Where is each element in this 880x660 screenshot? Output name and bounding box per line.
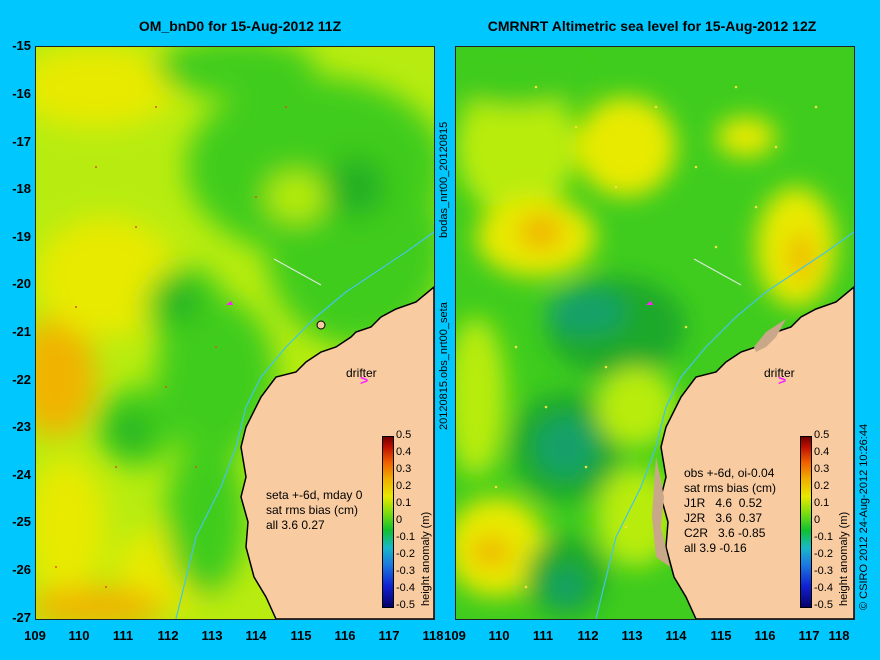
lon-tick: 113 bbox=[201, 628, 223, 643]
lon-tick: 112 bbox=[157, 628, 179, 643]
colorbar-tick: 0.4 bbox=[814, 446, 830, 458]
colorbar-tick: -0.4 bbox=[814, 582, 833, 594]
lon-tick: 110 bbox=[68, 628, 90, 643]
lon-tick: 109 bbox=[24, 628, 46, 643]
lon-tick: 117 bbox=[798, 628, 820, 643]
lat-tick: -19 bbox=[12, 229, 31, 244]
lat-tick: -21 bbox=[12, 324, 31, 339]
lat-tick: -16 bbox=[12, 86, 31, 101]
copyright-label: © CSIRO 2012 24-Aug-2012 10:26:44 bbox=[858, 423, 870, 610]
lon-tick: 118 bbox=[422, 628, 444, 643]
lon-tick: 114 bbox=[665, 628, 687, 643]
lat-tick: -22 bbox=[12, 372, 31, 387]
colorbar-tick: -0.4 bbox=[396, 582, 415, 594]
right-map-panel bbox=[455, 46, 855, 620]
colorbar-tick: -0.1 bbox=[396, 531, 415, 543]
lon-tick: 110 bbox=[488, 628, 510, 643]
drifter-label-left: drifter bbox=[346, 366, 377, 380]
drifter-marker-left: > bbox=[360, 372, 369, 388]
colorbar-tick: -0.3 bbox=[396, 565, 415, 577]
lat-tick: -17 bbox=[12, 134, 31, 149]
left-panel-title: OM_bnD0 for 15-Aug-2012 11Z bbox=[138, 18, 342, 34]
lon-tick: 111 bbox=[112, 628, 134, 643]
colorbar-tick: -0.3 bbox=[814, 565, 833, 577]
colorbar-tick: 0 bbox=[396, 514, 403, 526]
lat-tick: -18 bbox=[12, 181, 31, 196]
colorbar-tick: 0.2 bbox=[396, 480, 412, 492]
lon-tick: 114 bbox=[245, 628, 267, 643]
lon-tick: 112 bbox=[577, 628, 599, 643]
lon-tick: 109 bbox=[444, 628, 466, 643]
colorbar-tick: -0.2 bbox=[814, 548, 833, 560]
lon-tick: 116 bbox=[334, 628, 356, 643]
side-label-bottom: 20120815.obs_nrt00_seta bbox=[438, 302, 450, 430]
colorbar-tick: -0.5 bbox=[814, 599, 833, 611]
lon-tick: 111 bbox=[532, 628, 554, 643]
colorbar-tick: 0.1 bbox=[396, 497, 412, 509]
lat-tick: -15 bbox=[12, 38, 31, 53]
colorbar-tick: 0.3 bbox=[396, 463, 412, 475]
colorbar-tick: -0.1 bbox=[814, 531, 833, 543]
right-map-svg bbox=[456, 47, 854, 619]
right-colorbar-label: height anomaly (m) bbox=[838, 511, 850, 606]
lat-tick: -20 bbox=[12, 276, 31, 291]
right-colorbar bbox=[800, 436, 812, 608]
drifter-marker-right: > bbox=[778, 372, 787, 388]
drifter-label-right: drifter bbox=[764, 366, 795, 380]
lon-tick: 116 bbox=[754, 628, 776, 643]
colorbar-tick: 0 bbox=[814, 514, 821, 526]
lon-tick: 117 bbox=[378, 628, 400, 643]
colorbar-tick: -0.5 bbox=[396, 599, 415, 611]
colorbar-tick: -0.2 bbox=[396, 548, 415, 560]
colorbar-tick: 0.5 bbox=[396, 429, 412, 441]
left-map-svg bbox=[36, 47, 434, 619]
left-colorbar bbox=[382, 436, 394, 608]
lat-tick: -23 bbox=[12, 419, 31, 434]
lon-tick: 115 bbox=[710, 628, 732, 643]
lon-tick: 113 bbox=[621, 628, 643, 643]
right-panel-title: CMRNRT Altimetric sea level for 15-Aug-2… bbox=[487, 18, 817, 34]
colorbar-tick: 0.3 bbox=[814, 463, 830, 475]
colorbar-tick: 0.5 bbox=[814, 429, 830, 441]
lon-tick: 115 bbox=[290, 628, 312, 643]
left-colorbar-label: height anomaly (m) bbox=[420, 511, 432, 606]
colorbar-tick: 0.4 bbox=[396, 446, 412, 458]
lat-tick: -24 bbox=[12, 467, 31, 482]
left-stats: seta +-6d, mday 0 sat rms bias (cm) all … bbox=[266, 488, 363, 532]
colorbar-tick: 0.1 bbox=[814, 497, 830, 509]
right-stats: obs +-6d, oi-0.04 sat rms bias (cm) J1R … bbox=[684, 466, 777, 555]
lat-tick: -25 bbox=[12, 514, 31, 529]
side-label-top: bodas_nrt00_20120815 bbox=[438, 121, 450, 238]
colorbar-tick: 0.2 bbox=[814, 480, 830, 492]
left-map-panel bbox=[35, 46, 435, 620]
lat-tick: -27 bbox=[12, 610, 31, 625]
lat-tick: -26 bbox=[12, 562, 31, 577]
lon-tick: 118 bbox=[828, 628, 850, 643]
